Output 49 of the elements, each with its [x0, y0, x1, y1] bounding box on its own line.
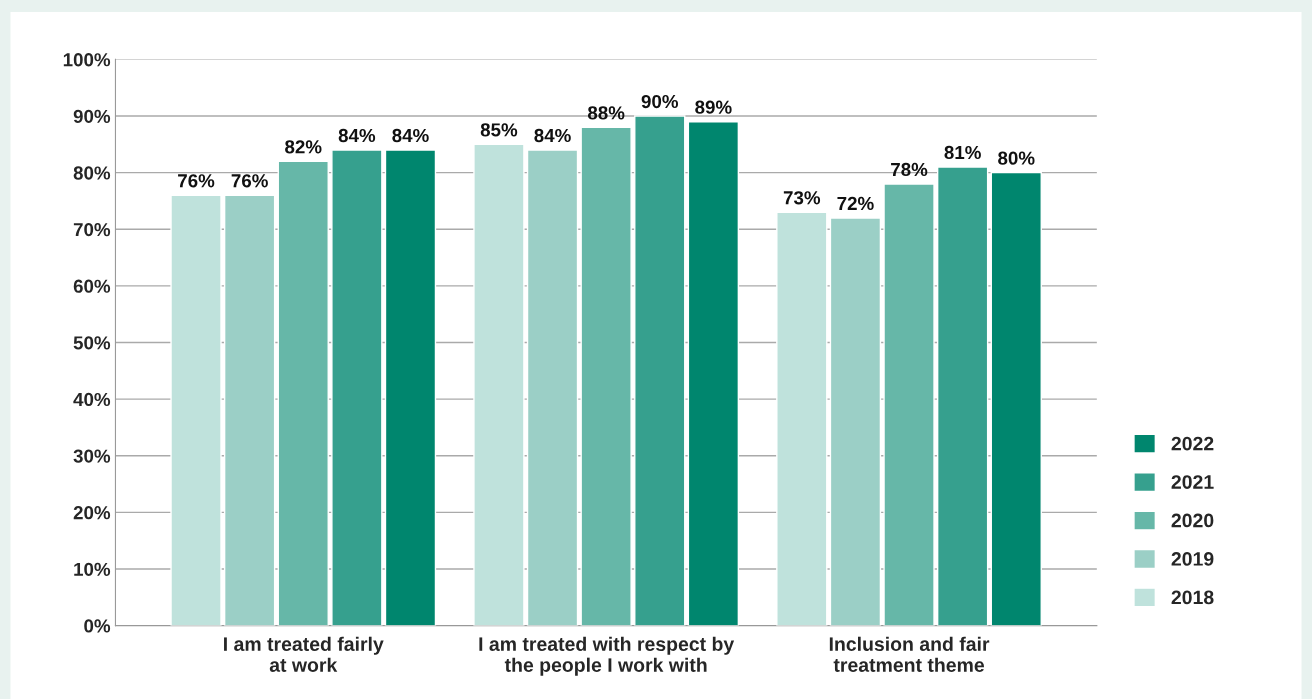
y-tick-label: 60%	[73, 279, 111, 293]
x-tick-label: I am treated with respect by the people I work with	[479, 636, 735, 676]
data-label: 84%	[338, 128, 376, 143]
data-label: 90%	[641, 94, 679, 109]
data-label: 84%	[392, 128, 429, 143]
y-tick-label: 20%	[73, 506, 111, 520]
bar	[331, 149, 383, 626]
bar	[223, 194, 276, 626]
bar	[687, 121, 740, 626]
bar	[580, 126, 632, 626]
y-tick-label: 100%	[63, 53, 111, 67]
y-tick-label: 0%	[84, 619, 111, 633]
legend-label: 2022	[1171, 436, 1214, 451]
x-tick-label: I am treated fairly at work	[224, 636, 384, 672]
data-label: 85%	[480, 123, 518, 137]
bar	[384, 149, 437, 626]
data-label: 73%	[783, 191, 821, 205]
legend-label: 2021	[1171, 475, 1214, 489]
y-tick-label: 10%	[74, 562, 111, 576]
data-label: 84%	[534, 128, 571, 143]
data-label: 76%	[231, 174, 268, 188]
bar	[776, 211, 828, 626]
data-label: 82%	[285, 140, 322, 154]
data-label: 81%	[944, 145, 981, 160]
legend-label: 2018	[1171, 590, 1214, 605]
bar	[277, 160, 329, 626]
bar	[473, 143, 525, 626]
data-label: 80%	[998, 151, 1035, 165]
bar	[634, 115, 686, 626]
bar	[829, 217, 882, 626]
legend-label: 2020	[1171, 513, 1214, 528]
bar	[170, 194, 222, 626]
data-label: 88%	[587, 106, 625, 120]
y-tick-label: 90%	[73, 109, 111, 124]
legend-label: 2019	[1171, 552, 1214, 566]
data-label: 78%	[891, 162, 928, 177]
bar	[526, 149, 579, 626]
bar	[990, 171, 1042, 626]
bar	[936, 166, 989, 626]
y-tick-label: 80%	[73, 166, 111, 180]
y-tick-label: 70%	[73, 222, 111, 237]
y-tick-label: 30%	[73, 449, 111, 463]
data-label: 72%	[837, 196, 874, 211]
y-tick-label: 50%	[73, 336, 111, 350]
data-label: 76%	[178, 174, 215, 188]
bar	[883, 183, 935, 626]
x-tick-label: Inclusion and fair treatment theme	[829, 636, 990, 672]
data-label: 89%	[695, 100, 732, 114]
y-tick-label: 40%	[73, 392, 111, 407]
